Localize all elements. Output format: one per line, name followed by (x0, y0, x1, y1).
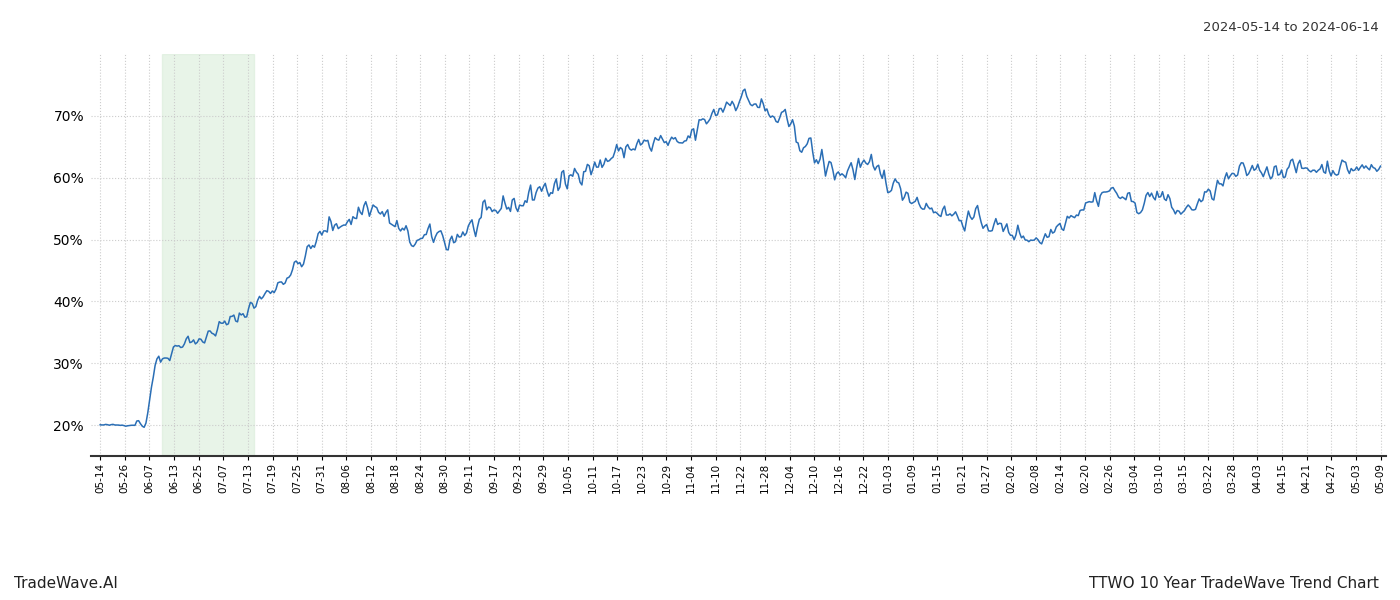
Text: TradeWave.AI: TradeWave.AI (14, 576, 118, 591)
Text: TTWO 10 Year TradeWave Trend Chart: TTWO 10 Year TradeWave Trend Chart (1089, 576, 1379, 591)
Text: 2024-05-14 to 2024-06-14: 2024-05-14 to 2024-06-14 (1203, 21, 1379, 34)
Bar (162, 54, 253, 456)
